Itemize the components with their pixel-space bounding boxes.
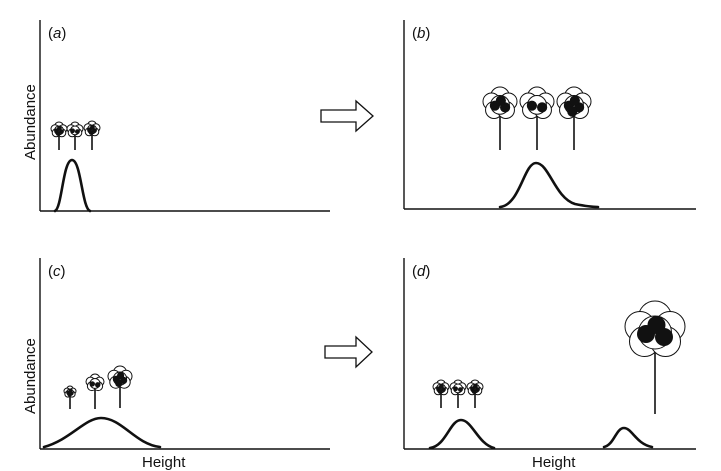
panel-label: (a)	[48, 25, 66, 42]
tree-icon	[449, 379, 467, 408]
x-axis-label-left: Height	[142, 454, 186, 471]
tree-icon	[83, 120, 101, 150]
panel-label: (b)	[412, 25, 430, 42]
height-distribution-curve	[498, 161, 600, 209]
trees-layer	[50, 86, 686, 414]
y-axis-label-bottom: Abundance	[22, 338, 39, 414]
x-axis-label-right: Height	[532, 454, 576, 471]
height-distribution-curve-short	[428, 418, 496, 450]
tree-icon	[63, 385, 77, 409]
tree-icon	[50, 121, 68, 150]
right-arrow-icon	[324, 335, 373, 369]
panel-c: (c)	[39, 258, 330, 450]
tree-icon	[519, 86, 555, 150]
panel-d: (d)	[403, 258, 696, 450]
height-distribution-curve	[42, 416, 162, 449]
tree-icon	[432, 379, 450, 408]
panel-a: (a)	[39, 20, 330, 213]
y-axis-label-top: Abundance	[22, 84, 39, 160]
height-distribution-curve	[53, 158, 92, 213]
panel-b: (b)	[403, 20, 696, 210]
height-distribution-curve-tall	[602, 426, 654, 449]
tree-icon	[85, 373, 105, 409]
tree-icon	[107, 365, 133, 408]
tree-icon	[466, 379, 484, 408]
panel-label: (d)	[412, 263, 430, 280]
tree-icon	[66, 121, 84, 150]
tree-icon	[482, 86, 518, 150]
tree-icon	[624, 300, 686, 414]
tree-icon	[556, 86, 592, 150]
panel-label: (c)	[48, 263, 66, 280]
right-arrow-icon	[320, 99, 374, 133]
